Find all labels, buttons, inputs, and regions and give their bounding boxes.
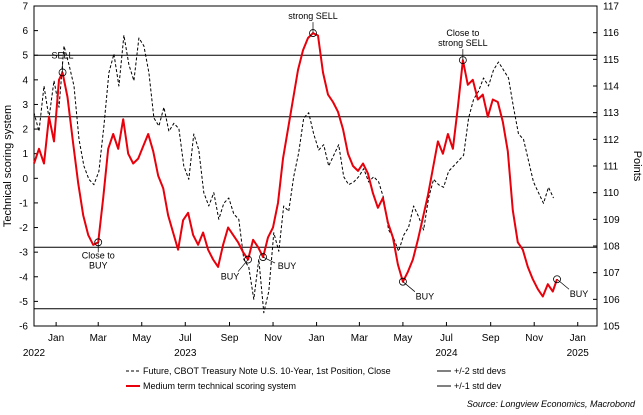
annotation-leader [237, 259, 249, 272]
annotation-label: BUY [221, 272, 240, 282]
x-tick-label: Jul [440, 333, 453, 344]
left-tick-label: -6 [19, 322, 28, 333]
annotation-label: strong SELL [438, 38, 488, 48]
annotation-label: BUY [416, 292, 435, 302]
scoring-system-line [33, 32, 558, 298]
left-tick-label: -4 [19, 272, 28, 283]
x-tick-label: May [393, 333, 412, 344]
right-tick-label: 110 [603, 188, 619, 199]
x-tick-label: Jan [48, 333, 64, 344]
left-tick-label: -1 [19, 198, 28, 209]
right-tick-label: 111 [603, 162, 619, 173]
annotation-marker [553, 275, 561, 284]
x-tick-label: Jul [179, 333, 192, 344]
x-tick-label: Sep [221, 333, 239, 344]
x-tick-label: Nov [264, 333, 282, 344]
left-tick-label: 6 [22, 26, 28, 37]
legend-label: +/-2 std devs [454, 366, 506, 376]
x-tick-label: May [132, 333, 151, 344]
x-tick-label: Nov [525, 333, 543, 344]
left-tick-label: 2 [22, 125, 28, 136]
annotation-label: BUY [570, 289, 589, 299]
right-tick-label: 106 [603, 295, 620, 306]
legend-label: Medium term technical scoring system [143, 381, 296, 391]
x-tick-label: Mar [90, 333, 108, 344]
right-tick-label: 114 [603, 82, 619, 93]
right-tick-label: 113 [603, 108, 619, 119]
x-axis: Jan Mar May Jul Sep Nov Jan Mar May Jul Sep Nov Jan2… [23, 322, 589, 359]
x-year-label: 2024 [435, 348, 458, 359]
annotation-leader [262, 256, 276, 264]
annotation-leader [556, 278, 570, 290]
x-year-label: 2022 [23, 348, 46, 359]
x-tick-label: Mar [351, 333, 369, 344]
annotation-marker [399, 277, 407, 286]
right-tick-label: 112 [603, 135, 619, 146]
annotation-leader [402, 281, 416, 292]
reference-lines [34, 54, 597, 310]
y-axis-left-title: Technical scoring system [2, 105, 14, 227]
left-axis: -6 -5 -4 -3 -2 -1 0 1 2 3 4 5 6 7 [19, 2, 38, 333]
left-tick-label: 5 [22, 51, 28, 62]
right-tick-label: 109 [603, 215, 620, 226]
annotation-label: strong SELL [288, 11, 338, 21]
right-tick-label: 117 [603, 2, 619, 13]
annotation-marker [244, 255, 252, 264]
left-tick-label: -2 [19, 223, 28, 234]
right-tick-label: 105 [603, 322, 620, 333]
right-axis: 105 106 107 108 109 110 111 112 113 114 115 116 117 [593, 2, 620, 333]
plot-frame [33, 5, 598, 327]
series-group [33, 32, 558, 314]
annotation-label: Close to [82, 250, 115, 260]
right-tick-label: 115 [603, 55, 619, 66]
annotation-label: BUY [89, 260, 108, 270]
left-tick-label: 4 [22, 75, 28, 86]
right-tick-label: 107 [603, 268, 620, 279]
y-axis-right-title: Points [631, 151, 643, 182]
x-tick-label: Jan [570, 333, 586, 344]
legend: Future, CBOT Treasury Note U.S. 10-Year,… [126, 366, 506, 391]
annotation-marker [259, 253, 267, 261]
left-tick-label: -3 [19, 248, 28, 259]
treasury-future-line [33, 34, 554, 314]
x-year-label: 2025 [567, 348, 590, 359]
x-year-label: 2023 [174, 348, 197, 359]
right-tick-label: 108 [603, 242, 620, 253]
annotation-label: SELL [52, 50, 74, 60]
legend-label: Future, CBOT Treasury Note U.S. 10-Year,… [143, 366, 391, 376]
x-tick-label: Sep [482, 333, 500, 344]
annotation-label: Close to [446, 28, 479, 38]
right-tick-label: 116 [603, 28, 619, 39]
left-tick-label: -5 [19, 297, 28, 308]
left-tick-label: 0 [22, 174, 28, 185]
x-tick-label: Jan [309, 333, 325, 344]
legend-label: +/-1 std dev [454, 381, 502, 391]
left-tick-label: 3 [22, 100, 28, 111]
annotation-label: BUY [278, 261, 297, 271]
left-tick-label: 7 [22, 2, 28, 13]
left-tick-label: 1 [22, 149, 28, 160]
source-note: Source: Longview Economics, Macrobond [467, 399, 636, 409]
